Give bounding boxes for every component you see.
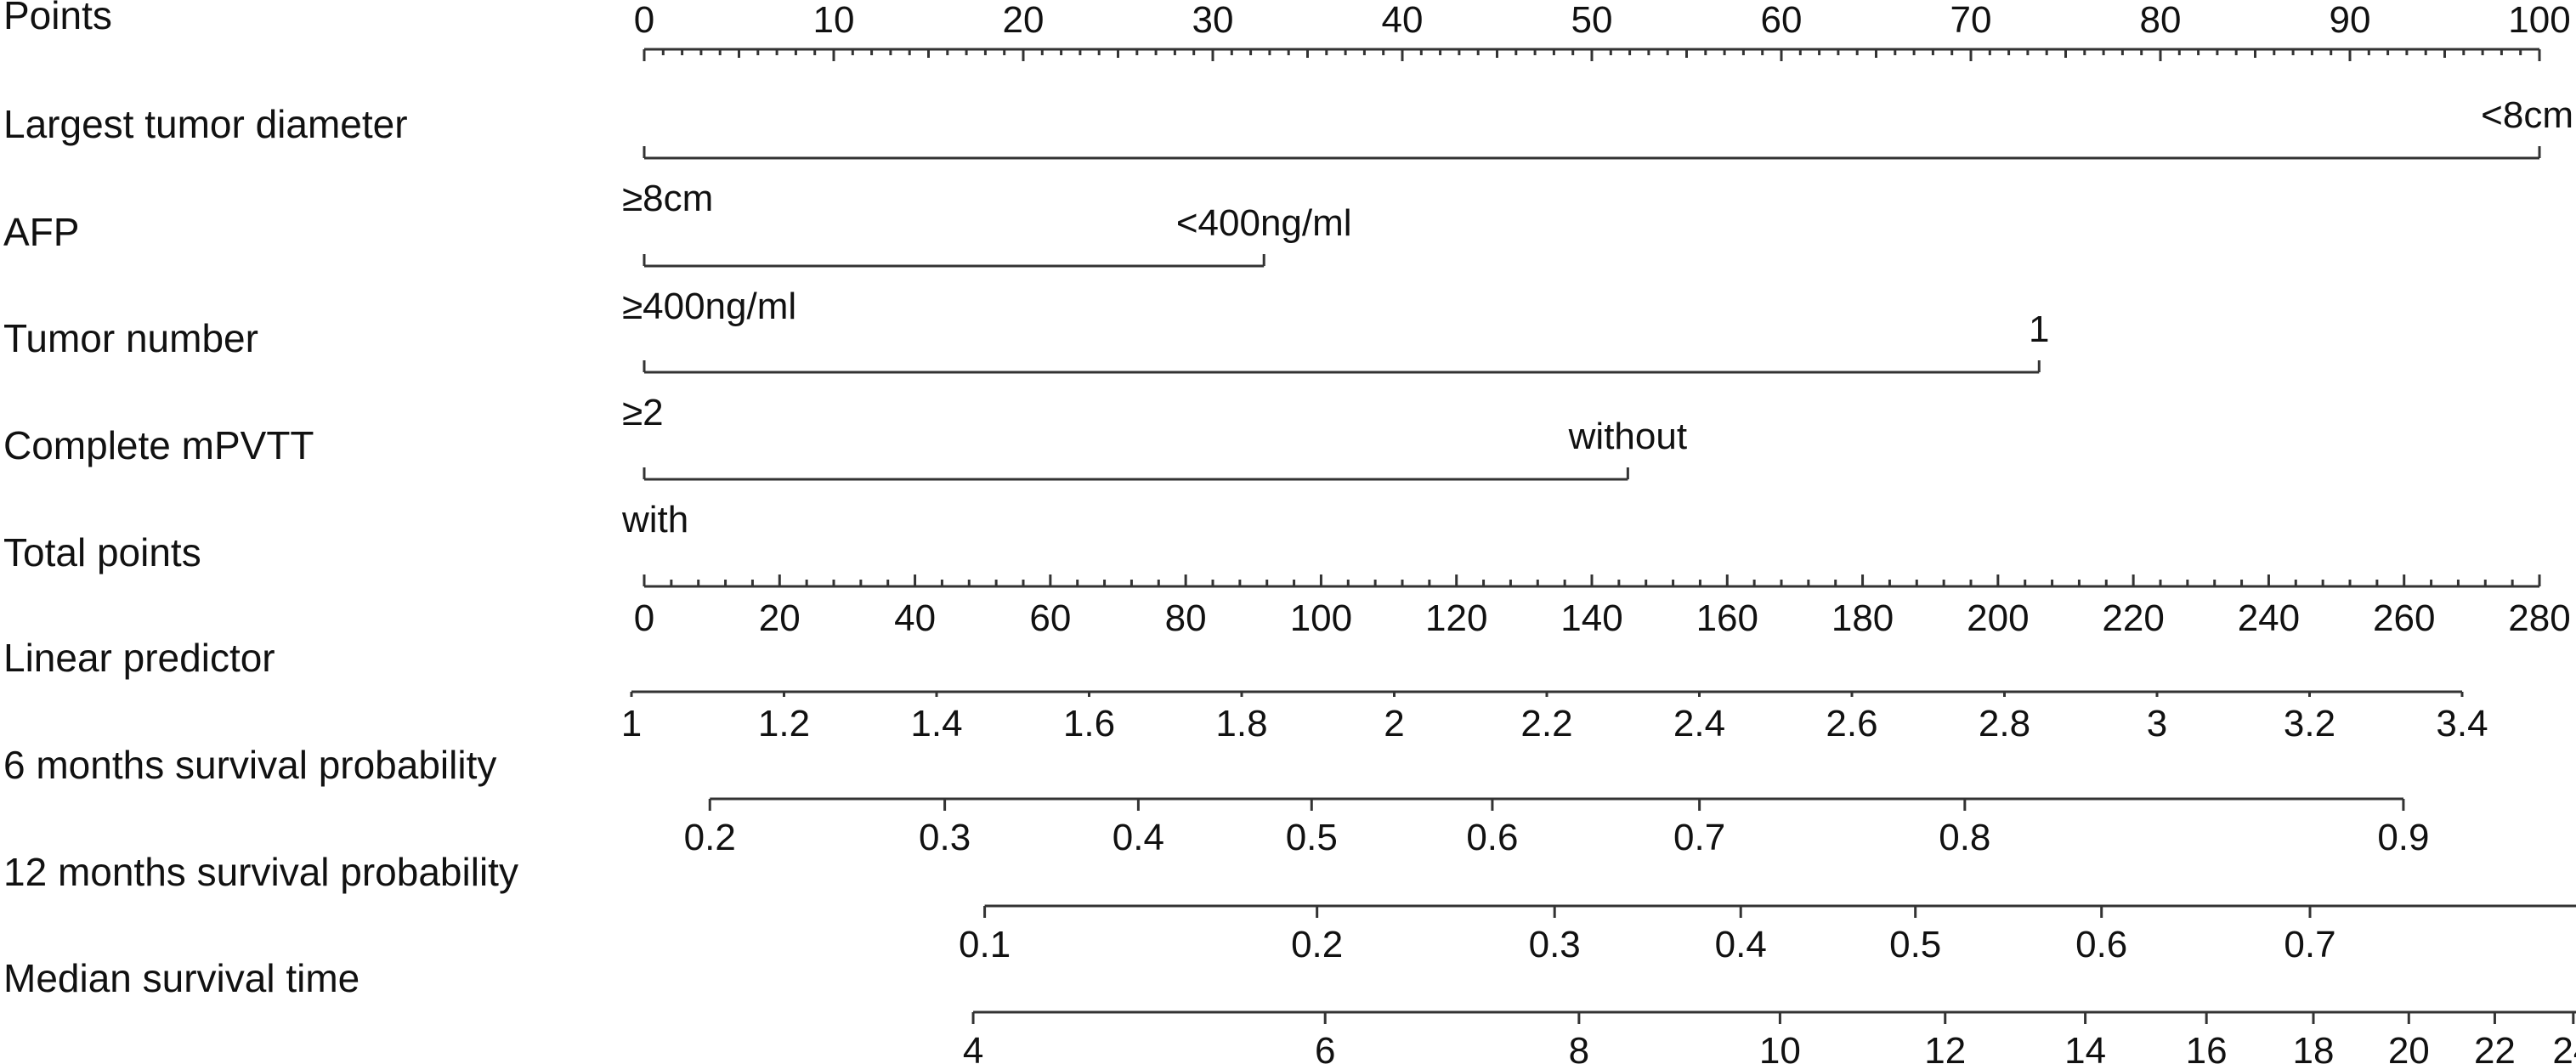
6-months-survival-probability-tick-label: 0.7 bbox=[1673, 817, 1725, 858]
points-tick-label: 50 bbox=[1571, 0, 1613, 41]
6-months-survival-probability-tick-label: 0.8 bbox=[1939, 817, 1990, 858]
row-label-median-survival-time: Median survival time bbox=[3, 956, 360, 1000]
linear-predictor-tick-label: 2 bbox=[1384, 703, 1404, 744]
12-months-survival-probability-tick-label: 0.2 bbox=[1291, 924, 1343, 965]
median-survival-time-tick-label: 4 bbox=[963, 1030, 983, 1064]
row-label-points: Points bbox=[3, 0, 112, 37]
median-survival-time-tick-label: 18 bbox=[2293, 1030, 2335, 1064]
linear-predictor-tick-label: 2.6 bbox=[1826, 703, 1877, 744]
row-label-tumor-number: Tumor number bbox=[3, 316, 258, 360]
total-points-tick-label: 0 bbox=[634, 597, 654, 639]
points-tick-label: 100 bbox=[2508, 0, 2570, 41]
largest-tumor-diameter-level-label: ≥8cm bbox=[622, 178, 713, 219]
points-tick-label: 60 bbox=[1761, 0, 1803, 41]
median-survival-time-tick-label: 6 bbox=[1315, 1030, 1335, 1064]
linear-predictor-tick-label: 1.6 bbox=[1063, 703, 1115, 744]
linear-predictor-tick-label: 1 bbox=[621, 703, 642, 744]
row-label-6-months-survival-probability: 6 months survival probability bbox=[3, 743, 496, 787]
complete-mpvtt-level-label: without bbox=[1568, 416, 1687, 457]
linear-predictor-tick-label: 1.4 bbox=[910, 703, 962, 744]
total-points-tick-label: 260 bbox=[2373, 597, 2435, 639]
total-points-tick-label: 20 bbox=[759, 597, 801, 639]
complete-mpvtt-level-label: with bbox=[621, 499, 688, 540]
12-months-survival-probability-tick-label: 0.6 bbox=[2075, 924, 2127, 965]
6-months-survival-probability-tick-label: 0.2 bbox=[684, 817, 736, 858]
12-months-survival-probability-tick-label: 0.5 bbox=[1889, 924, 1941, 965]
6-months-survival-probability-tick-label: 0.5 bbox=[1286, 817, 1338, 858]
linear-predictor-tick-label: 2.4 bbox=[1673, 703, 1725, 744]
total-points-tick-label: 100 bbox=[1290, 597, 1352, 639]
linear-predictor-tick-label: 2.8 bbox=[1979, 703, 2030, 744]
total-points-tick-label: 160 bbox=[1696, 597, 1758, 639]
tumor-number-level-label: ≥2 bbox=[622, 392, 664, 433]
afp-level-label: ≥400ng/ml bbox=[622, 286, 796, 327]
6-months-survival-probability-tick-label: 0.9 bbox=[2377, 817, 2429, 858]
largest-tumor-diameter-level-label: <8cm bbox=[2481, 94, 2573, 136]
12-months-survival-probability-tick-label: 0.1 bbox=[959, 924, 1011, 965]
afp-level-label: <400ng/ml bbox=[1176, 202, 1352, 244]
median-survival-time-tick-label: 10 bbox=[1759, 1030, 1801, 1064]
points-tick-label: 20 bbox=[1003, 0, 1045, 41]
6-months-survival-probability-tick-label: 0.4 bbox=[1112, 817, 1164, 858]
points-tick-label: 80 bbox=[2140, 0, 2182, 41]
points-tick-label: 30 bbox=[1192, 0, 1234, 41]
total-points-tick-label: 60 bbox=[1029, 597, 1071, 639]
row-label-total-points: Total points bbox=[3, 530, 201, 574]
total-points-tick-label: 220 bbox=[2102, 597, 2164, 639]
total-points-tick-label: 80 bbox=[1165, 597, 1207, 639]
total-points-tick-label: 200 bbox=[1967, 597, 2029, 639]
total-points-tick-label: 120 bbox=[1425, 597, 1487, 639]
tumor-number-level-label: 1 bbox=[2029, 308, 2049, 350]
row-label-12-months-survival-probability: 12 months survival probability bbox=[3, 850, 518, 894]
median-survival-time-tick-label: 8 bbox=[1569, 1030, 1589, 1064]
total-points-tick-label: 280 bbox=[2508, 597, 2570, 639]
12-months-survival-probability-tick-label: 0.4 bbox=[1715, 924, 1767, 965]
linear-predictor-tick-label: 3.2 bbox=[2284, 703, 2335, 744]
points-tick-label: 70 bbox=[1950, 0, 1992, 41]
median-survival-time-tick-label: 16 bbox=[2186, 1030, 2228, 1064]
12-months-survival-probability-tick-label: 0.3 bbox=[1529, 924, 1581, 965]
total-points-tick-label: 240 bbox=[2238, 597, 2300, 639]
total-points-tick-label: 140 bbox=[1560, 597, 1622, 639]
median-survival-time-tick-label: 20 bbox=[2388, 1030, 2430, 1064]
total-points-tick-label: 40 bbox=[894, 597, 936, 639]
row-label-largest-tumor-diameter: Largest tumor diameter bbox=[3, 102, 408, 146]
linear-predictor-tick-label: 3.4 bbox=[2436, 703, 2488, 744]
median-survival-time-tick-label: 12 bbox=[1924, 1030, 1966, 1064]
median-survival-time-tick-label: 14 bbox=[2064, 1030, 2106, 1064]
linear-predictor-tick-label: 3 bbox=[2147, 703, 2167, 744]
6-months-survival-probability-tick-label: 0.6 bbox=[1466, 817, 1518, 858]
points-tick-label: 90 bbox=[2330, 0, 2371, 41]
linear-predictor-tick-label: 1.8 bbox=[1215, 703, 1267, 744]
linear-predictor-tick-label: 1.2 bbox=[758, 703, 810, 744]
total-points-tick-label: 180 bbox=[1832, 597, 1894, 639]
median-survival-time-tick-label: 24 bbox=[2552, 1030, 2576, 1064]
points-tick-label: 0 bbox=[634, 0, 654, 41]
12-months-survival-probability-tick-label: 0.7 bbox=[2284, 924, 2335, 965]
row-label-complete-mpvtt: Complete mPVTT bbox=[3, 423, 314, 467]
median-survival-time-tick-label: 22 bbox=[2474, 1030, 2516, 1064]
points-tick-label: 40 bbox=[1382, 0, 1424, 41]
row-label-afp: AFP bbox=[3, 210, 79, 254]
row-label-linear-predictor: Linear predictor bbox=[3, 636, 275, 680]
6-months-survival-probability-tick-label: 0.3 bbox=[919, 817, 971, 858]
points-tick-label: 10 bbox=[813, 0, 855, 41]
linear-predictor-tick-label: 2.2 bbox=[1520, 703, 1572, 744]
